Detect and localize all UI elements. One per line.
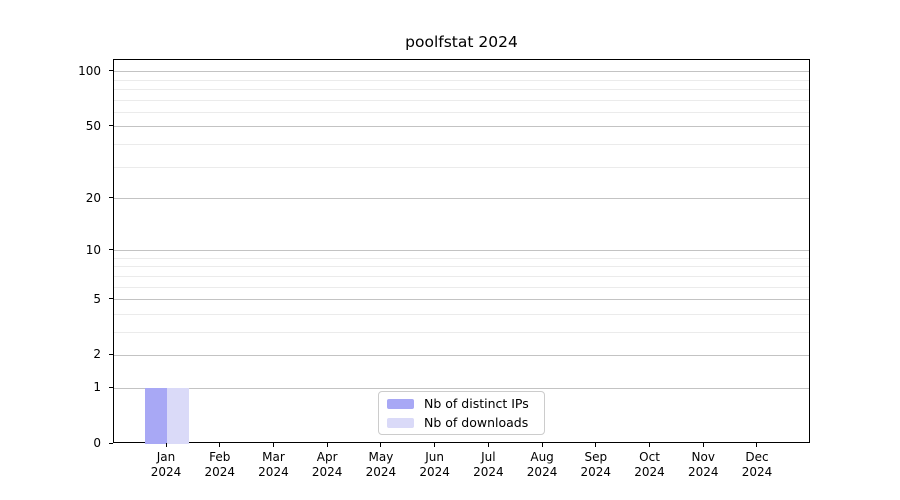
y-axis-label: 10	[85, 242, 101, 257]
gridline-minor	[114, 286, 809, 288]
y-tick	[109, 70, 113, 72]
legend: Nb of distinct IPs Nb of downloads	[378, 391, 545, 435]
legend-item: Nb of downloads	[387, 415, 544, 430]
x-axis-label: May 2024	[365, 450, 397, 479]
x-axis-label: Sep 2024	[580, 450, 612, 479]
gridline-minor	[114, 257, 809, 259]
x-axis-label: Feb 2024	[204, 450, 235, 479]
y-axis-label: 1	[93, 380, 101, 395]
y-axis-label: 20	[85, 190, 101, 205]
gridline-minor	[114, 166, 809, 168]
y-axis-label: 100	[78, 63, 101, 78]
gridline-major	[114, 354, 809, 356]
bar	[167, 388, 189, 444]
gridline-major	[114, 387, 809, 389]
gridline-major	[114, 198, 809, 199]
x-tick	[219, 443, 221, 447]
x-axis-label: Jul 2024	[473, 450, 504, 479]
x-tick	[434, 443, 436, 447]
plot-area	[113, 59, 810, 444]
legend-swatch	[387, 398, 414, 409]
x-axis-label: Dec 2024	[741, 450, 773, 479]
gridline-minor	[114, 89, 809, 91]
y-axis-label: 0	[93, 436, 101, 450]
x-tick	[756, 443, 758, 447]
x-tick	[165, 443, 167, 447]
y-tick	[109, 197, 113, 198]
x-axis-label: Oct 2024	[634, 450, 665, 479]
gridline-minor	[114, 79, 809, 81]
gridline-minor	[114, 331, 809, 333]
y-tick	[109, 298, 113, 300]
x-tick	[702, 443, 704, 447]
x-axis-label: Mar 2024	[258, 450, 289, 479]
y-tick	[109, 353, 113, 355]
legend-swatch	[387, 417, 414, 428]
gridline-minor	[114, 144, 809, 146]
legend-item: Nb of distinct IPs	[387, 396, 544, 411]
y-tick	[109, 249, 113, 251]
y-tick	[109, 442, 113, 444]
gridline-minor	[114, 112, 809, 114]
gridline-minor	[114, 266, 809, 268]
gridline-major	[114, 299, 809, 301]
x-tick	[649, 443, 651, 447]
gridline-minor	[114, 313, 809, 315]
gridline-minor	[114, 99, 809, 101]
y-axis-label: 5	[93, 291, 101, 306]
y-tick	[109, 386, 113, 388]
bar	[145, 388, 167, 444]
legend-label: Nb of distinct IPs	[424, 396, 529, 411]
legend-label: Nb of downloads	[424, 415, 529, 430]
x-axis-label: Apr 2024	[311, 450, 343, 479]
y-axis-label: 50	[85, 118, 101, 133]
y-tick	[109, 125, 113, 127]
x-axis-label: Jun 2024	[419, 450, 450, 479]
x-axis-label: Nov 2024	[687, 450, 719, 479]
x-tick	[595, 443, 597, 447]
x-tick	[380, 443, 382, 447]
chart-title: poolfstat 2024	[405, 33, 518, 51]
x-tick	[326, 443, 328, 447]
x-tick	[272, 443, 274, 447]
x-tick	[541, 443, 543, 447]
gridline-major	[114, 126, 809, 128]
gridline-minor	[114, 275, 809, 277]
x-axis-label: Jan 2024	[150, 450, 182, 479]
gridline-major	[114, 71, 809, 73]
y-axis-label: 2	[93, 347, 101, 362]
x-axis-label: Aug 2024	[526, 450, 558, 479]
x-tick	[487, 443, 489, 447]
gridline-major	[114, 250, 809, 252]
